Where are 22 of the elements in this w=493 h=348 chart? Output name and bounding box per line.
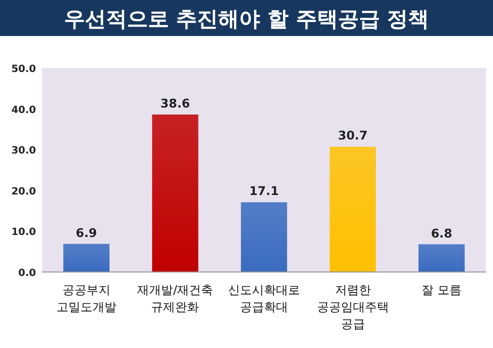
bar [152, 114, 198, 272]
data-label: 30.7 [338, 128, 368, 143]
y-tick-label: 0.0 [18, 268, 36, 279]
y-tick-label: 10.0 [11, 227, 36, 238]
data-label: 38.6 [160, 96, 190, 111]
x-tick-label: 신도시확대로 공급확대 [228, 283, 300, 314]
bar [418, 244, 465, 272]
y-tick-label: 20.0 [11, 186, 36, 198]
y-tick-label: 40.0 [11, 104, 36, 116]
data-label: 6.8 [430, 226, 452, 240]
chart-title: 우선적으로 추진해야 할 주택공급 정책 [64, 7, 430, 31]
data-label: 6.9 [76, 226, 98, 240]
bar [63, 244, 110, 272]
x-tick-label: 공공부지 고밀도개발 [56, 283, 116, 314]
x-tick-label: 저렴한 공공임대주택 공급 [316, 283, 389, 331]
y-tick-label: 50.0 [11, 64, 36, 75]
x-tick-label: 잘 모름 [422, 283, 462, 297]
x-tick-label: 재개발/재건축 규제완화 [137, 283, 214, 314]
bar [240, 202, 288, 272]
bar [330, 146, 376, 272]
data-label: 17.1 [249, 184, 279, 198]
y-tick-label: 30.0 [11, 146, 36, 157]
